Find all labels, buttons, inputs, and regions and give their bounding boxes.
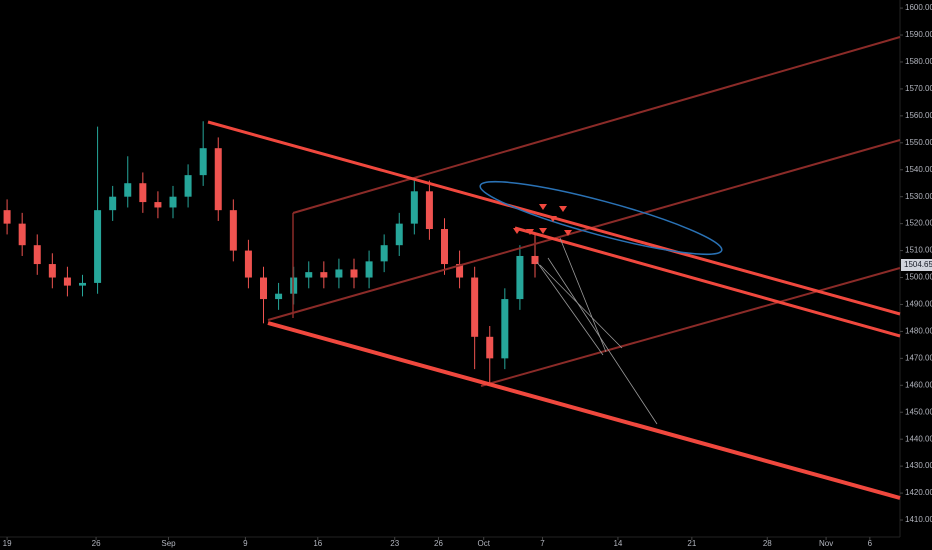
candle-body	[63, 277, 71, 286]
candle-body	[516, 255, 524, 300]
candle-body	[33, 245, 41, 265]
x-tick-label: 28	[763, 539, 772, 548]
y-tick-label: 1470.00	[905, 353, 932, 362]
down-markers	[513, 204, 572, 236]
candle-body	[395, 223, 403, 246]
candle-body	[501, 299, 509, 359]
last-price-label: 1504.65	[904, 260, 932, 269]
candle-body	[94, 210, 102, 283]
y-tick-label: 1410.00	[905, 515, 932, 524]
arrow	[559, 237, 607, 353]
y-tick-label: 1580.00	[905, 57, 932, 66]
channel-lower	[267, 321, 901, 500]
candle-body	[335, 269, 343, 278]
candle-body	[456, 264, 464, 278]
candle-body	[365, 261, 373, 278]
y-tick-label: 1480.00	[905, 327, 932, 336]
x-tick-label: 23	[390, 539, 399, 548]
x-tick-label: 26	[434, 539, 443, 548]
projection-arrows	[536, 237, 658, 425]
candle-body	[486, 336, 494, 359]
candle-body	[48, 264, 56, 278]
y-tick-label: 1460.00	[905, 380, 932, 389]
y-tick-label: 1560.00	[905, 111, 932, 120]
candle-body	[380, 245, 388, 262]
candle-body	[18, 223, 26, 246]
axes: 1410.00 1420.00 1430.00 1440.00 1450.00 1460.…	[3, 3, 932, 548]
down-marker	[564, 230, 572, 236]
candle-body	[199, 148, 207, 176]
arrow	[547, 257, 658, 425]
y-tick-label: 1500.00	[905, 273, 932, 282]
y-tick-label: 1490.00	[905, 300, 932, 309]
y-tick-label: 1420.00	[905, 488, 932, 497]
candle-body	[259, 277, 267, 300]
y-tick-label: 1570.00	[905, 84, 932, 93]
y-tick-label: 1510.00	[905, 246, 932, 255]
candle-body	[425, 191, 433, 230]
candle-body	[229, 210, 237, 251]
y-tick-label: 1430.00	[905, 461, 932, 470]
down-marker	[559, 206, 567, 212]
down-marker	[539, 204, 547, 210]
y-tick-label: 1550.00	[905, 138, 932, 147]
candle-body	[471, 277, 479, 337]
y-tick-label: 1590.00	[905, 30, 932, 39]
pitchfork-lower	[480, 267, 901, 387]
down-marker	[539, 228, 547, 234]
candle-body	[320, 272, 328, 278]
x-tick-label: 21	[687, 539, 696, 548]
x-tick-label: 6	[868, 539, 873, 548]
y-tick-label: 1530.00	[905, 192, 932, 201]
candle-body	[275, 293, 283, 300]
candle-body	[109, 196, 117, 211]
candle-body	[79, 282, 87, 286]
x-tick-label: Nov	[819, 539, 833, 548]
highlight-ellipse	[479, 180, 723, 256]
candle-body	[154, 202, 162, 208]
x-tick-label: Oct	[477, 539, 490, 548]
down-marker	[513, 228, 521, 234]
down-marker	[549, 216, 557, 222]
candle-body	[531, 255, 539, 265]
channel-middle	[514, 226, 901, 338]
candle-body	[350, 269, 358, 278]
candle-body	[214, 148, 222, 211]
candles	[3, 121, 539, 383]
x-tick-label: Sep	[161, 539, 176, 548]
last-price-box	[901, 258, 932, 271]
x-tick-label: 7	[540, 539, 545, 548]
candle-body	[244, 250, 252, 278]
x-tick-label: 16	[313, 539, 322, 548]
x-tick-label: 26	[92, 539, 101, 548]
down-marker	[526, 229, 534, 235]
pitchfork-upper	[292, 36, 901, 214]
candle-body	[3, 210, 11, 224]
x-tick-label: 9	[243, 539, 248, 548]
candle-body	[184, 175, 192, 197]
candle-body	[410, 191, 418, 224]
candle-body	[139, 183, 147, 203]
arrow	[536, 261, 604, 356]
candle-body	[305, 272, 313, 278]
pitchfork-median	[267, 139, 901, 321]
y-tick-label: 1450.00	[905, 407, 932, 416]
candle-body	[169, 196, 177, 208]
x-tick-label: 14	[613, 539, 622, 548]
arrow	[539, 264, 623, 349]
candle-body	[440, 229, 448, 265]
drawings	[207, 36, 901, 500]
x-tick-label: 19	[3, 539, 12, 548]
y-tick-label: 1600.00	[905, 3, 932, 12]
y-tick-label: 1440.00	[905, 434, 932, 443]
candle-body	[124, 183, 132, 197]
y-tick-label: 1520.00	[905, 219, 932, 228]
y-tick-label: 1540.00	[905, 165, 932, 174]
